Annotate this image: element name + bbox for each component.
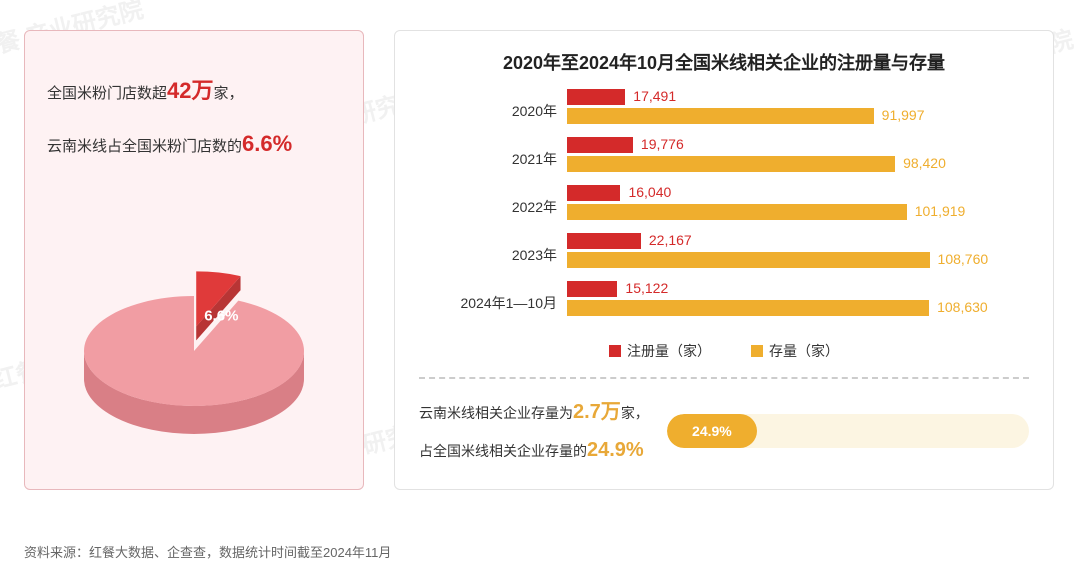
bar-value-label: 91,997 (882, 107, 925, 123)
bar-row: 2023年22,167108,760 (419, 233, 1029, 277)
legend-swatch (609, 345, 621, 357)
bottom-line1-hl: 2.7万 (573, 401, 621, 423)
legend-item: 存量（家） (751, 341, 839, 361)
chart-legend: 注册量（家） 存量（家） (419, 341, 1029, 361)
bar-reg: 19,776 (567, 137, 633, 153)
pct-bar-fill: 24.9% (667, 414, 757, 448)
category-label: 2022年 (419, 185, 567, 217)
left-card: 全国米粉门店数超42万家， 云南米线占全国米粉门店数的6.6% 6.6% (24, 30, 364, 490)
bottom-row: 云南米线相关企业存量为2.7万家， 占全国米线相关企业存量的24.9% 24.9… (419, 393, 1029, 469)
left-line1-post: 家， (214, 85, 244, 102)
bar-reg: 16,040 (567, 185, 620, 201)
right-card: 2020年至2024年10月全国米线相关企业的注册量与存量 2020年17,49… (394, 30, 1054, 490)
left-line1-pre: 全国米粉门店数超 (47, 85, 167, 102)
left-line1-hl: 42万 (167, 78, 213, 103)
pct-bar: 24.9% (667, 414, 1029, 448)
legend-swatch (751, 345, 763, 357)
pct-label: 24.9% (692, 423, 732, 439)
bar-value-label: 108,630 (937, 299, 988, 315)
bar-row: 2022年16,040101,919 (419, 185, 1029, 229)
bottom-line2-hl: 24.9% (587, 439, 644, 461)
svg-text:6.6%: 6.6% (204, 307, 238, 324)
bottom-line1-pre: 云南米线相关企业存量为 (419, 405, 573, 421)
bottom-line1-post: 家， (621, 405, 649, 421)
bar-reg: 22,167 (567, 233, 641, 249)
divider (419, 377, 1029, 379)
bar-value-label: 17,491 (633, 88, 676, 104)
bar-row: 2024年1—10月15,122108,630 (419, 281, 1029, 325)
bar-reg: 17,491 (567, 89, 625, 105)
bar-row: 2020年17,49191,997 (419, 89, 1029, 133)
category-label: 2020年 (419, 89, 567, 121)
legend-item: 注册量（家） (609, 341, 711, 361)
left-summary: 全国米粉门店数超42万家， 云南米线占全国米粉门店数的6.6% (47, 65, 341, 171)
bar-reg: 15,122 (567, 281, 617, 297)
left-line2-pre: 云南米线占全国米粉门店数的 (47, 138, 242, 155)
bar-row: 2021年19,77698,420 (419, 137, 1029, 181)
source-text: 资料来源：红餐大数据、企查查，数据统计时间截至2024年11月 (24, 542, 391, 561)
bar-stock: 91,997 (567, 108, 874, 124)
bar-value-label: 108,760 (938, 251, 989, 267)
bar-value-label: 101,919 (915, 203, 966, 219)
bar-value-label: 19,776 (641, 136, 684, 152)
pie-chart: 6.6% (64, 201, 324, 461)
legend-label: 存量（家） (769, 341, 839, 361)
bar-chart: 2020年17,49191,9972021年19,77698,4202022年1… (419, 89, 1029, 339)
bar-stock: 101,919 (567, 204, 907, 220)
bar-stock: 98,420 (567, 156, 895, 172)
bar-stock: 108,760 (567, 252, 930, 268)
left-line2-hl: 6.6% (242, 131, 292, 156)
bar-value-label: 22,167 (649, 232, 692, 248)
category-label: 2023年 (419, 233, 567, 265)
bar-value-label: 15,122 (625, 280, 668, 296)
category-label: 2021年 (419, 137, 567, 169)
category-label: 2024年1—10月 (419, 281, 567, 313)
legend-label: 注册量（家） (627, 341, 711, 361)
bottom-line2-pre: 占全国米线相关企业存量的 (419, 443, 587, 459)
bottom-summary: 云南米线相关企业存量为2.7万家， 占全国米线相关企业存量的24.9% (419, 393, 649, 469)
bar-value-label: 98,420 (903, 155, 946, 171)
chart-title: 2020年至2024年10月全国米线相关企业的注册量与存量 (419, 49, 1029, 75)
bar-value-label: 16,040 (628, 184, 671, 200)
bar-stock: 108,630 (567, 300, 929, 316)
